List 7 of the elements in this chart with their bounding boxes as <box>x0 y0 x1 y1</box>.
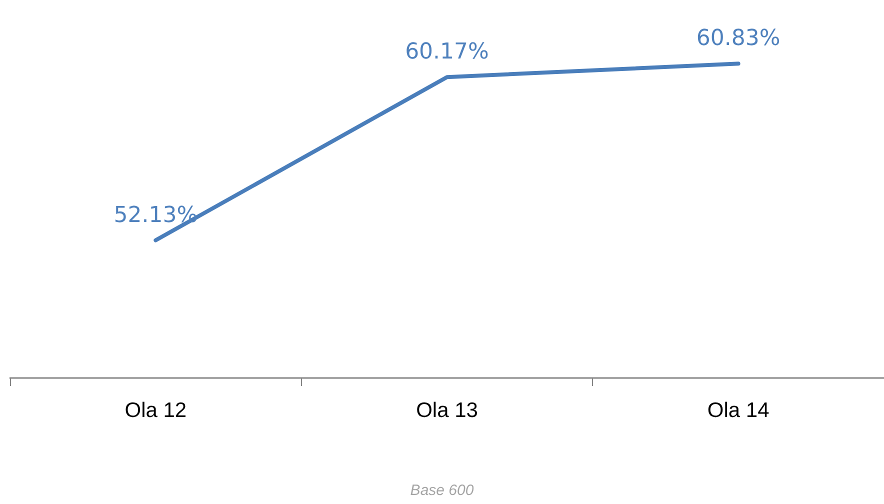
data-label: 60.83% <box>696 26 780 52</box>
text: Base 600 <box>410 482 474 499</box>
x-tick-label: Ola 13 <box>416 399 478 422</box>
data-label: 52.13% <box>114 202 198 228</box>
data-label: 60.17% <box>405 40 489 65</box>
x-tick-label: Ola 12 <box>124 399 187 422</box>
x-tick-label: Ola 14 <box>707 399 770 422</box>
